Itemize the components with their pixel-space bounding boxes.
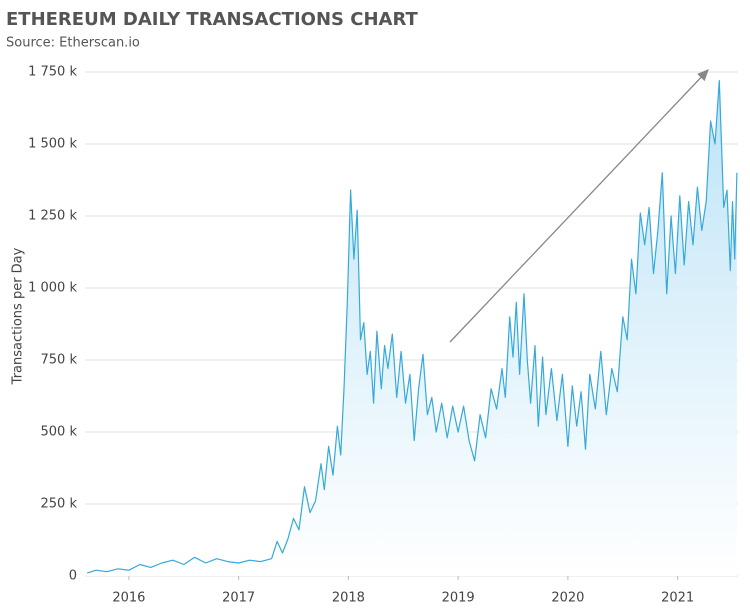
y-tick-label: 750 k [41, 353, 78, 368]
chart-title: ETHEREUM DAILY TRANSACTIONS CHART [6, 9, 418, 30]
x-tick-label: 2017 [222, 591, 255, 606]
x-tick-label: 2018 [332, 591, 365, 606]
line [87, 80, 738, 574]
y-tick-label: 250 k [41, 497, 78, 512]
chart-subtitle: Source: Etherscan.io [6, 36, 140, 51]
y-tick-label: 500 k [41, 425, 78, 440]
x-tick-label: 2019 [442, 591, 475, 606]
y-tick-label: 0 [69, 569, 77, 584]
area-fill [87, 80, 737, 576]
x-tick-label: 2016 [112, 591, 145, 606]
y-tick-label: 1 250 k [28, 209, 77, 224]
trend-arrow [449, 69, 709, 343]
y-axis-title: Transactions per Day [11, 247, 26, 385]
y-tick-label: 1 750 k [28, 65, 77, 80]
y-tick-label: 1 500 k [28, 137, 77, 152]
x-tick-label: 2020 [551, 591, 584, 606]
y-tick-label: 1 000 k [28, 281, 77, 296]
x-tick-label: 2021 [661, 591, 694, 606]
